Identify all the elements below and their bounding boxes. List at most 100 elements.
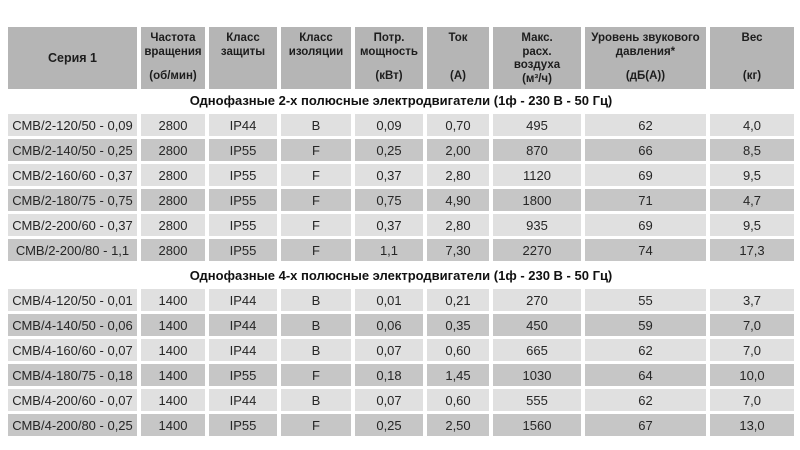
value-cell: 0,06	[355, 314, 423, 336]
value-cell: 0,25	[355, 139, 423, 161]
column-unit: (кВт)	[375, 70, 403, 83]
value-cell: F	[281, 164, 351, 186]
value-cell: 62	[585, 114, 706, 136]
column-unit: (дБ(А))	[625, 70, 666, 83]
column-title: Класс защиты	[220, 32, 266, 58]
table-row: СМВ/4-140/50 - 0,06 1400 IP44 B 0,06 0,35 450 5…	[8, 314, 794, 336]
value-cell: 0,07	[355, 389, 423, 411]
value-cell: B	[281, 289, 351, 311]
value-cell: 270	[493, 289, 581, 311]
table-row: СМВ/2-160/60 - 0,37 2800 IP55 F 0,37 2,80 1120…	[8, 164, 794, 186]
value-cell: IP55	[209, 164, 277, 186]
section-rows: СМВ/2-120/50 - 0,09 2800 IP44 B 0,09 0,70 495 6…	[8, 114, 794, 261]
value-cell: F	[281, 414, 351, 436]
value-cell: 7,0	[710, 389, 794, 411]
value-cell: 935	[493, 214, 581, 236]
section-title-2-pole: Однофазные 2-х полюсные электродвигатели…	[189, 93, 613, 108]
table-row: СМВ/4-120/50 - 0,01 1400 IP44 B 0,01 0,21 270 5…	[8, 289, 794, 311]
column-header: Класс защиты	[209, 27, 277, 89]
value-cell: F	[281, 189, 351, 211]
value-cell: 8,5	[710, 139, 794, 161]
value-cell: 0,21	[427, 289, 489, 311]
value-cell: 1800	[493, 189, 581, 211]
value-cell: 2800	[141, 214, 205, 236]
column-header: Класс изоляции	[281, 27, 351, 89]
table-row: СМВ/2-200/80 - 1,1 2800 IP55 F 1,1 7,30 2270 74…	[8, 239, 794, 261]
table-row: СМВ/4-200/80 - 0,25 1400 IP55 F 0,25 2,50 1560…	[8, 414, 794, 436]
model-cell: СМВ/4-200/80 - 0,25	[8, 414, 137, 436]
column-title: Вес	[741, 32, 763, 44]
value-cell: 2800	[141, 189, 205, 211]
value-cell: 555	[493, 389, 581, 411]
value-cell: 1400	[141, 339, 205, 361]
value-cell: 0,37	[355, 214, 423, 236]
value-cell: F	[281, 139, 351, 161]
column-unit: (м³/ч)	[522, 72, 552, 85]
value-cell: 2800	[141, 164, 205, 186]
value-cell: 69	[585, 164, 706, 186]
table-row: СМВ/4-200/60 - 0,07 1400 IP44 B 0,07 0,60 555 6…	[8, 389, 794, 411]
value-cell: 67	[585, 414, 706, 436]
value-cell: 7,0	[710, 339, 794, 361]
value-cell: 2,00	[427, 139, 489, 161]
value-cell: 0,01	[355, 289, 423, 311]
value-cell: IP44	[209, 389, 277, 411]
value-cell: 3,7	[710, 289, 794, 311]
value-cell: B	[281, 389, 351, 411]
column-header: Потр. мощность (кВт)	[355, 27, 423, 89]
table-row: СМВ/2-140/50 - 0,25 2800 IP55 F 0,25 2,00 870 6…	[8, 139, 794, 161]
value-cell: 4,0	[710, 114, 794, 136]
model-cell: СМВ/2-120/50 - 0,09	[8, 114, 137, 136]
value-cell: 55	[585, 289, 706, 311]
value-cell: 0,18	[355, 364, 423, 386]
value-cell: F	[281, 214, 351, 236]
value-cell: 1400	[141, 389, 205, 411]
value-cell: IP55	[209, 414, 277, 436]
column-title: Серия 1	[47, 50, 98, 65]
section: Однофазные 4-х полюсные электродвигатели…	[8, 264, 794, 436]
value-cell: 870	[493, 139, 581, 161]
value-cell: B	[281, 114, 351, 136]
value-cell: IP55	[209, 214, 277, 236]
value-cell: 1400	[141, 289, 205, 311]
value-cell: 9,5	[710, 214, 794, 236]
column-header: Макс. расх. воздуха (м³/ч)	[493, 27, 581, 89]
column-title: Макс. расх. воздуха	[513, 32, 561, 72]
model-cell: СМВ/4-140/50 - 0,06	[8, 314, 137, 336]
value-cell: 4,7	[710, 189, 794, 211]
motor-spec-table: Серия 1 Частота вращения (об/мин) Класс защ…	[8, 27, 794, 439]
value-cell: 66	[585, 139, 706, 161]
value-cell: 62	[585, 389, 706, 411]
value-cell: IP55	[209, 364, 277, 386]
column-title: Частота вращения	[144, 32, 202, 58]
value-cell: 1030	[493, 364, 581, 386]
table-row: СМВ/4-160/60 - 0,07 1400 IP44 B 0,07 0,60 665 6…	[8, 339, 794, 361]
model-cell: СМВ/2-200/80 - 1,1	[8, 239, 137, 261]
value-cell: IP55	[209, 189, 277, 211]
table-row: СМВ/2-120/50 - 0,09 2800 IP44 B 0,09 0,70 495 6…	[8, 114, 794, 136]
value-cell: 0,09	[355, 114, 423, 136]
value-cell: 59	[585, 314, 706, 336]
value-cell: 1,1	[355, 239, 423, 261]
header-row: Серия 1 Частота вращения (об/мин) Класс защ…	[8, 27, 794, 89]
column-title: Потр. мощность	[360, 32, 418, 58]
value-cell: IP55	[209, 139, 277, 161]
value-cell: F	[281, 364, 351, 386]
table-row: СМВ/4-180/75 - 0,18 1400 IP55 F 0,18 1,45 1030…	[8, 364, 794, 386]
value-cell: 0,60	[427, 339, 489, 361]
table-row: СМВ/2-180/75 - 0,75 2800 IP55 F 0,75 4,90 1800…	[8, 189, 794, 211]
column-header: Вес (кг)	[710, 27, 794, 89]
value-cell: 7,30	[427, 239, 489, 261]
value-cell: 0,07	[355, 339, 423, 361]
value-cell: 9,5	[710, 164, 794, 186]
model-cell: СМВ/4-180/75 - 0,18	[8, 364, 137, 386]
column-unit: (А)	[450, 70, 466, 83]
value-cell: 495	[493, 114, 581, 136]
column-header: Частота вращения (об/мин)	[141, 27, 205, 89]
model-cell: СМВ/4-120/50 - 0,01	[8, 289, 137, 311]
value-cell: 2,80	[427, 214, 489, 236]
column-title: Класс изоляции	[288, 32, 344, 58]
value-cell: 2270	[493, 239, 581, 261]
value-cell: 74	[585, 239, 706, 261]
value-cell: 0,35	[427, 314, 489, 336]
